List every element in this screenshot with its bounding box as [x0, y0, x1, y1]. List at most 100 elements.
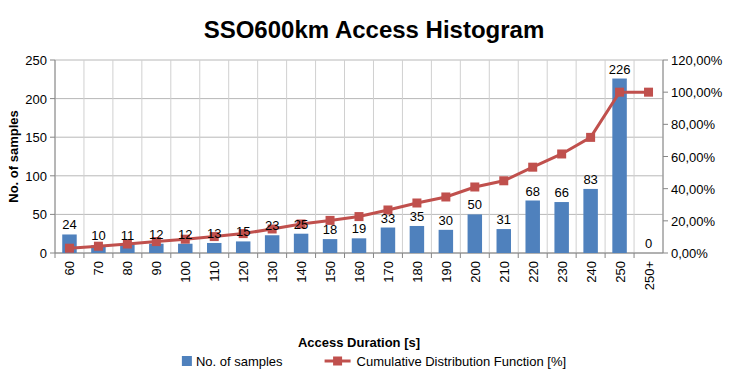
bar: [439, 230, 453, 253]
y2-tick: [663, 124, 668, 125]
y-tick-label: 250: [25, 53, 47, 68]
x-tick-label: 140: [294, 261, 309, 283]
marker: [412, 198, 421, 207]
marker: [470, 182, 479, 191]
x-tick-label: 180: [410, 261, 425, 283]
x-tick: [634, 253, 635, 258]
category-gridline: [199, 60, 200, 253]
data-label: 25: [294, 217, 308, 232]
x-tick-label: 250+: [642, 261, 657, 290]
x-tick-label: 100: [178, 261, 193, 283]
y-tick: [50, 214, 55, 215]
x-tick: [286, 253, 287, 258]
bar: [554, 202, 568, 253]
y-tick: [50, 175, 55, 176]
x-tick: [402, 253, 403, 258]
legend-swatch: [182, 356, 192, 366]
chart-title: SSO600km Access Histogram: [204, 16, 545, 43]
data-label: 11: [121, 228, 135, 243]
category-gridline: [460, 60, 461, 253]
data-label: 31: [497, 212, 511, 227]
data-label: 66: [554, 185, 568, 200]
gridline: [55, 175, 663, 176]
x-tick: [55, 253, 56, 258]
y2-tick-label: 80,00%: [671, 117, 716, 132]
x-tick-label: 90: [149, 261, 164, 275]
x-tick-label: 150: [323, 261, 338, 283]
y2-tick-label: 40,00%: [671, 182, 716, 197]
bar: [294, 234, 308, 253]
category-gridline: [315, 60, 316, 253]
category-gridline: [489, 60, 490, 253]
legend-label: Cumulative Distribution Function [%]: [357, 354, 567, 369]
gridline: [55, 60, 663, 61]
y2-tick-label: 0,00%: [671, 246, 708, 261]
y-tick: [50, 253, 55, 254]
x-tick-label: 230: [555, 261, 570, 283]
legend-item: Cumulative Distribution Function [%]: [325, 354, 567, 369]
bar: [583, 189, 597, 253]
category-gridline: [547, 60, 548, 253]
bar: [468, 214, 482, 253]
x-tick: [460, 253, 461, 258]
data-labels: 2410111212131523251819333530503168668322…: [62, 62, 652, 251]
data-label: 0: [645, 236, 652, 251]
x-tick-label: 130: [265, 261, 280, 283]
data-label: 13: [207, 226, 221, 241]
marker: [355, 212, 364, 221]
data-label: 226: [609, 62, 631, 77]
x-tick: [547, 253, 548, 258]
data-label: 33: [381, 211, 395, 226]
data-label: 24: [62, 217, 76, 232]
marker: [615, 88, 624, 97]
bar: [178, 244, 192, 253]
x-tick-label: 220: [526, 261, 541, 283]
bar: [62, 234, 76, 253]
y-tick-label: 200: [25, 92, 47, 107]
legend-marker: [333, 357, 342, 366]
legend-label: No. of samples: [196, 354, 283, 369]
y2-tick: [663, 92, 668, 93]
y2-tick: [663, 220, 668, 221]
bar: [381, 228, 395, 253]
x-tick: [83, 253, 84, 258]
category-gridline: [112, 60, 113, 253]
x-tick-label: 160: [352, 261, 367, 283]
bar: [352, 238, 366, 253]
category-gridline: [228, 60, 229, 253]
x-tick: [489, 253, 490, 258]
data-label: 50: [468, 197, 482, 212]
x-tick-label: 110: [207, 261, 222, 282]
x-tick-label: 120: [236, 261, 251, 283]
gridline: [55, 137, 663, 138]
x-tick: [344, 253, 345, 258]
gridline: [55, 98, 663, 99]
x-tick: [228, 253, 229, 258]
category-gridline: [83, 60, 84, 253]
x-tick-label: 250: [613, 261, 628, 283]
y-tick: [50, 137, 55, 138]
data-label: 12: [178, 227, 192, 242]
y2-tick-label: 100,00%: [671, 85, 723, 100]
marker: [499, 176, 508, 185]
bar: [525, 201, 539, 253]
y-tick: [50, 98, 55, 99]
data-label: 12: [149, 227, 163, 242]
category-gridline: [634, 60, 635, 253]
line: [69, 92, 648, 248]
data-label: 23: [265, 218, 279, 233]
bar: [497, 229, 511, 253]
x-tick: [199, 253, 200, 258]
x-tick-label: 80: [120, 261, 135, 275]
x-tick: [605, 253, 606, 258]
category-gridline: [431, 60, 432, 253]
data-label: 15: [236, 224, 250, 239]
bar: [612, 79, 626, 253]
category-gridline: [170, 60, 171, 253]
x-tick: [141, 253, 142, 258]
y-tick: [50, 60, 55, 61]
x-tick: [518, 253, 519, 258]
y2-tick-label: 120,00%: [671, 53, 723, 68]
data-label: 10: [91, 228, 105, 243]
category-gridline: [344, 60, 345, 253]
